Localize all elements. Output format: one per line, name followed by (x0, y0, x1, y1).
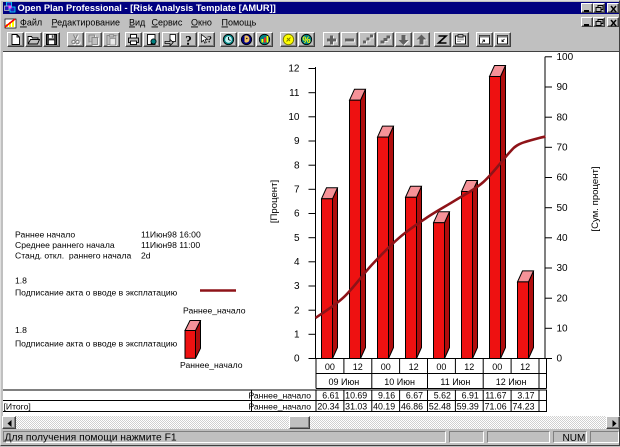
svg-text:00: 00 (492, 362, 502, 372)
svg-text:1: 1 (294, 330, 300, 341)
svg-text:Помощь: Помощь (222, 18, 257, 28)
svg-text:20.34: 20.34 (317, 402, 339, 412)
svg-text:6.61: 6.61 (322, 391, 339, 401)
svg-text:00: 00 (436, 362, 446, 372)
svg-text:40.19: 40.19 (373, 402, 395, 412)
svg-text:74.23: 74.23 (512, 402, 534, 412)
svg-text:11 Июн: 11 Июн (440, 377, 470, 387)
svg-text:20: 20 (557, 293, 569, 304)
svg-text:Среднее раннего начала: Среднее раннего начала (15, 240, 115, 250)
svg-text:12: 12 (520, 362, 530, 372)
svg-text:Файл: Файл (20, 18, 42, 28)
svg-text:?: ? (185, 33, 192, 46)
svg-text:Окно: Окно (191, 18, 212, 28)
svg-text:[Итого]: [Итого] (4, 402, 31, 412)
svg-text:[Сум. процент]: [Сум. процент] (590, 166, 601, 231)
svg-text:7: 7 (294, 185, 300, 196)
svg-text:80: 80 (557, 112, 569, 123)
svg-text:10: 10 (557, 324, 569, 335)
svg-text:11Июн98 11:00: 11Июн98 11:00 (141, 240, 200, 250)
svg-text:8: 8 (294, 160, 300, 171)
svg-text:11: 11 (289, 88, 300, 99)
svg-text:1.8: 1.8 (15, 276, 27, 286)
svg-text:4: 4 (294, 257, 300, 268)
svg-text:10 Июн: 10 Июн (384, 377, 415, 387)
svg-text:00: 00 (381, 362, 391, 372)
svg-text:3: 3 (294, 281, 300, 292)
svg-text:5: 5 (294, 233, 300, 244)
svg-text:09 Июн: 09 Июн (329, 377, 360, 387)
svg-text:6.91: 6.91 (462, 391, 479, 401)
svg-text:90: 90 (557, 82, 569, 93)
svg-text:Подписание акта о вводе в эксп: Подписание акта о вводе в эксплатацию (15, 288, 178, 298)
svg-text:Подписание акта о вводе в эксп: Подписание акта о вводе в эксплатацию (15, 339, 178, 349)
svg-text:40: 40 (557, 233, 569, 244)
svg-text:60: 60 (557, 173, 569, 184)
svg-text:Станд. откл. раннего начала: Станд. откл. раннего начала (15, 251, 131, 261)
svg-text:59.39: 59.39 (457, 402, 479, 412)
svg-text:00: 00 (325, 362, 335, 372)
svg-text:1.8: 1.8 (15, 325, 27, 335)
svg-text:100: 100 (557, 52, 574, 63)
svg-text:71.06: 71.06 (485, 402, 507, 412)
svg-text:Вид: Вид (129, 18, 146, 28)
svg-text:9: 9 (294, 136, 300, 147)
svg-text:Раннее начало: Раннее начало (15, 230, 75, 240)
svg-text:12 Июн: 12 Июн (496, 377, 527, 387)
svg-text:Раннее_начало: Раннее_начало (248, 402, 311, 412)
svg-text:6: 6 (294, 209, 300, 220)
svg-text:Сервис: Сервис (152, 18, 183, 28)
svg-text:11.67: 11.67 (485, 391, 506, 401)
svg-text:?: ? (207, 36, 212, 46)
svg-text:10.69: 10.69 (345, 391, 367, 401)
svg-text:70: 70 (557, 143, 569, 154)
svg-text:52.48: 52.48 (429, 402, 451, 412)
svg-text:[Процент]: [Процент] (269, 180, 280, 223)
svg-text:12: 12 (288, 64, 300, 75)
svg-text:10: 10 (288, 112, 300, 123)
svg-text:Open Plan Professional - [Risk: Open Plan Professional - [Risk Analysis … (18, 3, 276, 13)
svg-text:5.62: 5.62 (434, 391, 451, 401)
svg-text:9.16: 9.16 (378, 391, 395, 401)
svg-text:30: 30 (557, 263, 569, 274)
svg-text:31.03: 31.03 (345, 402, 367, 412)
svg-text:0: 0 (557, 354, 563, 365)
svg-text:3.17: 3.17 (517, 391, 534, 401)
svg-text:2: 2 (294, 305, 300, 316)
svg-text:12: 12 (353, 362, 363, 372)
svg-text:Раннее_начало: Раннее_начало (183, 306, 246, 316)
svg-text:46.86: 46.86 (401, 402, 423, 412)
svg-text:%: % (302, 35, 310, 45)
svg-text:Раннее_начало: Раннее_начало (180, 360, 243, 370)
svg-text:Для получения помощи нажмите F: Для получения помощи нажмите F1 (5, 433, 177, 444)
svg-text:50: 50 (557, 203, 569, 214)
svg-text:6.67: 6.67 (406, 391, 423, 401)
svg-text:0: 0 (294, 354, 300, 365)
svg-text:Раннее_начало: Раннее_начало (248, 391, 311, 401)
svg-text:2d: 2d (141, 251, 151, 261)
svg-text:12: 12 (464, 362, 474, 372)
svg-text:11Июн98 16:00: 11Июн98 16:00 (141, 230, 201, 240)
svg-text:Редактирование: Редактирование (52, 18, 121, 28)
svg-text:NUM: NUM (563, 433, 586, 444)
svg-text:12: 12 (409, 362, 419, 372)
